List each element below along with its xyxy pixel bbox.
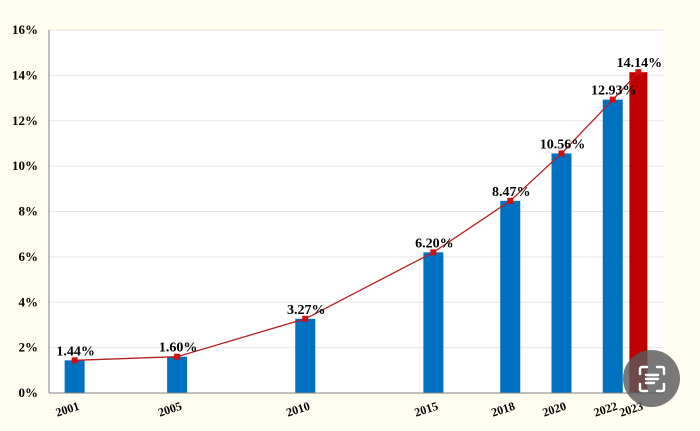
line-marker-2020 [558, 150, 565, 157]
line-marker-2022 [609, 96, 616, 103]
data-label-2005: 1.60% [159, 341, 198, 356]
bar-2023 [629, 72, 648, 393]
y-tick-label: 0% [19, 385, 39, 400]
grid [49, 29, 664, 349]
image-search-icon [638, 365, 665, 392]
x-tick-label: 2010 [284, 399, 311, 420]
line-marker-2001 [71, 357, 78, 364]
data-label-2020: 10.56% [540, 137, 586, 152]
x-tick-label: 2015 [413, 399, 440, 420]
bar-2001 [64, 360, 85, 393]
bar-2020 [551, 153, 572, 393]
x-tick-label: 2001 [54, 399, 81, 420]
bar-2022 [602, 99, 623, 393]
image-search-button[interactable] [623, 350, 680, 407]
bar-2005 [167, 356, 188, 393]
line-marker-2023 [635, 69, 642, 76]
x-tick-label: 2022 [592, 399, 619, 420]
y-axis-ticks: 0% 2% 4% 6% 8% 10% 12% 14% 16% [12, 22, 38, 400]
line-marker-2018 [507, 197, 514, 204]
y-tick-label: 8% [19, 204, 39, 219]
line-marker-2010 [302, 315, 309, 322]
y-tick-label: 4% [19, 294, 39, 309]
y-tick-label: 2% [19, 340, 39, 355]
bar-2018 [500, 200, 521, 393]
data-label-2018: 8.47% [492, 185, 531, 200]
y-tick-label: 14% [12, 67, 38, 82]
x-tick-label: 2005 [156, 399, 183, 420]
y-tick-label: 16% [12, 22, 38, 37]
line-marker-2005 [174, 353, 181, 360]
data-label-2010: 3.27% [287, 303, 326, 318]
bar-2010 [295, 318, 316, 393]
trend-line-path [74, 71, 639, 361]
y-tick-label: 6% [19, 249, 39, 264]
y-tick-label: 10% [12, 158, 38, 173]
x-tick-label: 2018 [489, 399, 516, 420]
data-label-2001: 1.44% [56, 344, 95, 359]
data-label-2023: 14.14% [617, 56, 663, 71]
x-tick-label: 2020 [541, 399, 568, 420]
data-labels: 1.44% 1.60% 3.27% 6.20% 8.47% 10.56% 12.93% 14.… [56, 56, 662, 359]
trend-line [71, 69, 642, 364]
bar-2015 [423, 252, 444, 393]
data-label-2022: 12.93% [591, 84, 637, 99]
bars [64, 72, 648, 393]
data-label-2015: 6.20% [415, 236, 454, 251]
y-tick-label: 12% [12, 113, 38, 128]
line-marker-2015 [430, 249, 437, 256]
